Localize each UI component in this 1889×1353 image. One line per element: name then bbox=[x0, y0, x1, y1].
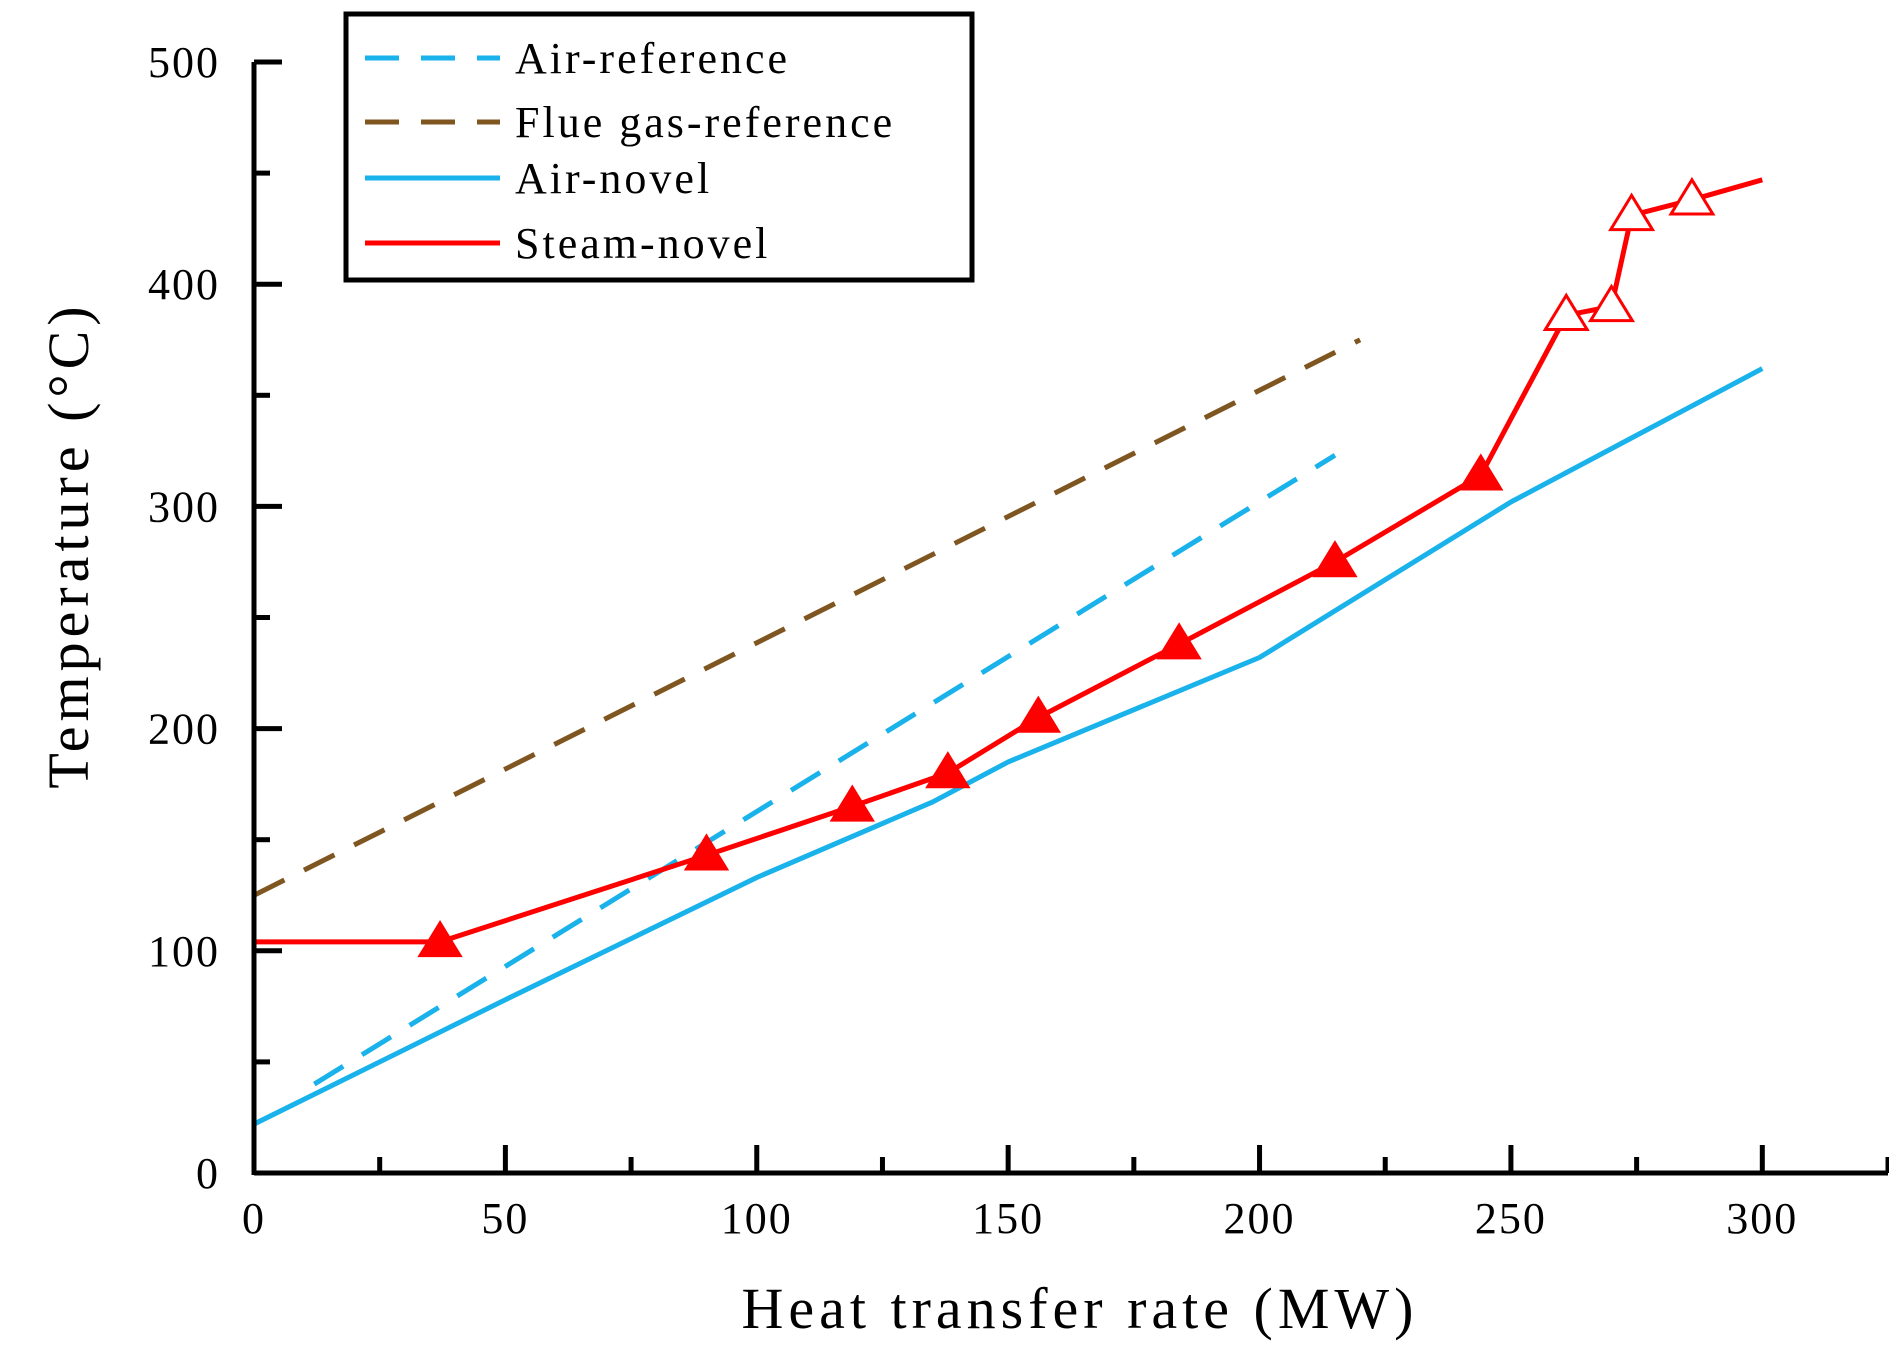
x-tick-label: 0 bbox=[242, 1194, 266, 1243]
x-axis-title: Heat transfer rate (MW) bbox=[742, 1276, 1419, 1341]
data-point-steam-novel-10 bbox=[1608, 192, 1656, 232]
data-point-steam-novel-6 bbox=[1312, 540, 1358, 578]
x-tick-label: 250 bbox=[1475, 1194, 1547, 1243]
axes: 0 50 100 150 200 250 300 0 100 200 300 400 500 bbox=[148, 38, 1889, 1243]
x-tick-label: 50 bbox=[481, 1194, 529, 1243]
y-tick-label: 300 bbox=[148, 482, 220, 531]
y-tick-label: 200 bbox=[148, 705, 220, 754]
data-point-steam-novel-8 bbox=[1542, 292, 1590, 332]
legend: Air-reference Flue gas-reference Air-novel… bbox=[343, 11, 975, 283]
data-point-steam-novel-5 bbox=[1156, 622, 1202, 660]
series-line-air-novel bbox=[252, 366, 1764, 1127]
x-tick-label: 200 bbox=[1224, 1194, 1296, 1243]
x-tick-label: 300 bbox=[1726, 1194, 1798, 1243]
y-tick-label: 0 bbox=[196, 1149, 220, 1198]
x-tick-label: 150 bbox=[972, 1194, 1044, 1243]
data-point-steam-novel-4 bbox=[1015, 695, 1062, 733]
y-tick-label: 500 bbox=[148, 38, 220, 87]
data-point-steam-novel-7 bbox=[1458, 453, 1504, 491]
data-point-steam-novel-11 bbox=[1668, 176, 1716, 216]
legend-label-steam-novel: Steam-novel bbox=[515, 219, 770, 268]
legend-label-flue-gas-reference: Flue gas-reference bbox=[515, 98, 895, 147]
legend-label-air-novel: Air-novel bbox=[515, 154, 712, 203]
data-point-steam-novel-9 bbox=[1587, 283, 1636, 323]
data-point-steam-novel-0 bbox=[417, 920, 463, 958]
data-point-steam-novel-2 bbox=[829, 784, 875, 822]
y-tick-label: 400 bbox=[148, 260, 220, 309]
data-point-steam-novel-3 bbox=[925, 751, 971, 789]
y-axis-title: Temperature (°C) bbox=[36, 301, 101, 788]
legend-label-air-reference: Air-reference bbox=[515, 34, 790, 83]
y-tick-label: 100 bbox=[148, 927, 220, 976]
data-point-steam-novel-1 bbox=[683, 833, 730, 871]
series-line-flue-gas-reference bbox=[252, 337, 1362, 898]
series-line-steam-novel bbox=[254, 177, 1763, 945]
series-line-air-reference bbox=[312, 453, 1337, 1087]
x-tick-label: 100 bbox=[721, 1194, 793, 1243]
plot-marks bbox=[252, 176, 1764, 1127]
